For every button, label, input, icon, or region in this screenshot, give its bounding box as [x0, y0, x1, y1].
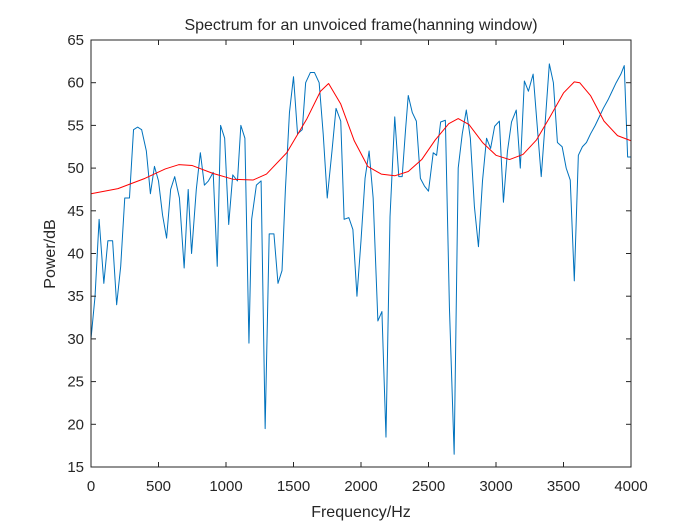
y-tick-label: 45	[67, 203, 84, 220]
x-tick-label: 500	[146, 478, 171, 495]
x-axis-label: Frequency/Hz	[311, 504, 411, 521]
x-tick-label: 2000	[344, 478, 377, 495]
series-layer	[90, 63, 632, 455]
y-tick-label: 40	[67, 246, 84, 263]
y-tick-label: 55	[67, 117, 84, 134]
axes-layer: 0 500 1000 1500 2000 2500 3000 3500 4000 15 20 25 30…	[67, 32, 647, 495]
y-tick-label: 35	[67, 288, 84, 305]
y-tick-label: 50	[67, 160, 84, 177]
y-tick-label: 60	[67, 75, 84, 92]
x-tick-label: 4000	[614, 478, 647, 495]
y-tick-label: 25	[67, 374, 84, 391]
y-tick-label: 15	[67, 459, 84, 476]
x-tick-label: 2500	[412, 478, 445, 495]
y-tick-label: 65	[67, 32, 84, 49]
x-tick-label: 1000	[209, 478, 242, 495]
x-tick-label: 3500	[547, 478, 580, 495]
y-tick-label: 30	[67, 331, 84, 348]
y-tick-label: 20	[67, 416, 84, 433]
y-axis-label: Power/dB	[42, 219, 59, 288]
x-tick-label: 1500	[277, 478, 310, 495]
series-1-line	[90, 81, 632, 195]
x-tick-label: 3000	[479, 478, 512, 495]
chart-title: Spectrum for an unvoiced frame(hanning w…	[184, 17, 537, 34]
series-0-line	[90, 63, 631, 455]
x-tick-label: 0	[87, 478, 95, 495]
